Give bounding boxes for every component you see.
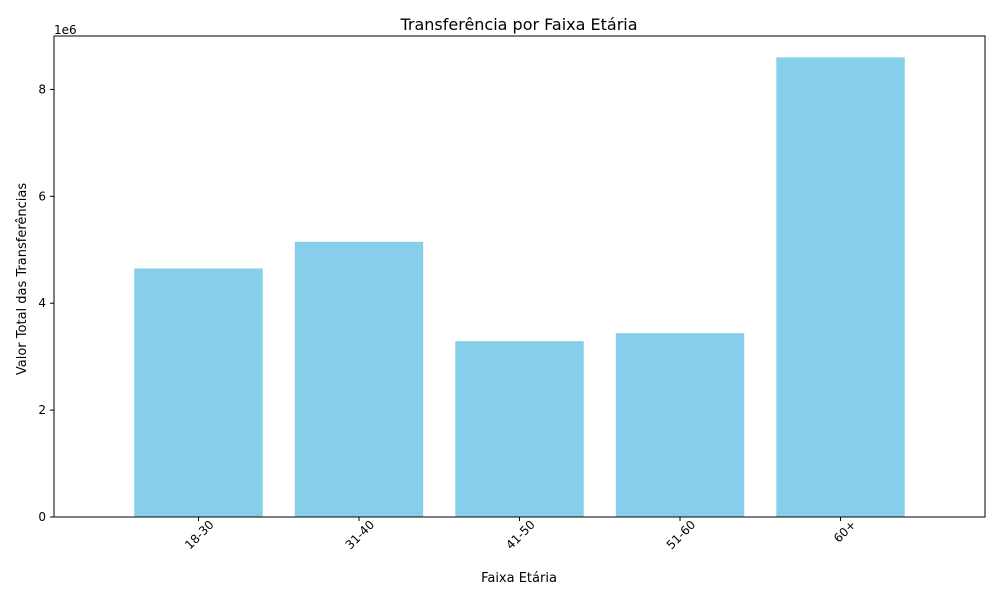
x-tick-label: 51-60	[664, 518, 699, 553]
x-axis-ticks: 18-30 31-40 41-50 51-60 60+	[182, 517, 859, 552]
bar-18-30	[134, 268, 263, 517]
y-tick-label: 6	[38, 189, 46, 203]
x-tick-label: 60+	[831, 518, 859, 546]
x-tick-label: 31-40	[343, 518, 378, 553]
y-tick-label: 0	[38, 510, 46, 524]
y-axis-label: Valor Total das Transferências	[15, 183, 30, 375]
y-tick-label: 8	[38, 82, 46, 96]
y-axis-ticks: 0 2 4 6 8	[38, 82, 54, 524]
x-axis-label: Faixa Etária	[481, 571, 557, 586]
y-offset-text: 1e6	[54, 23, 77, 37]
x-tick-label: 41-50	[503, 518, 538, 553]
bar-51-60	[615, 333, 745, 517]
bar-31-40	[294, 241, 424, 517]
bar-60+	[776, 57, 905, 517]
plot-frame	[53, 35, 986, 518]
y-tick-label: 4	[38, 296, 46, 310]
bars-group	[134, 57, 905, 517]
y-tick-label: 2	[38, 403, 46, 417]
chart-title: Transferência por Faixa Etária	[399, 15, 637, 34]
x-tick-label: 18-30	[182, 518, 217, 553]
bar-41-50	[455, 341, 584, 517]
